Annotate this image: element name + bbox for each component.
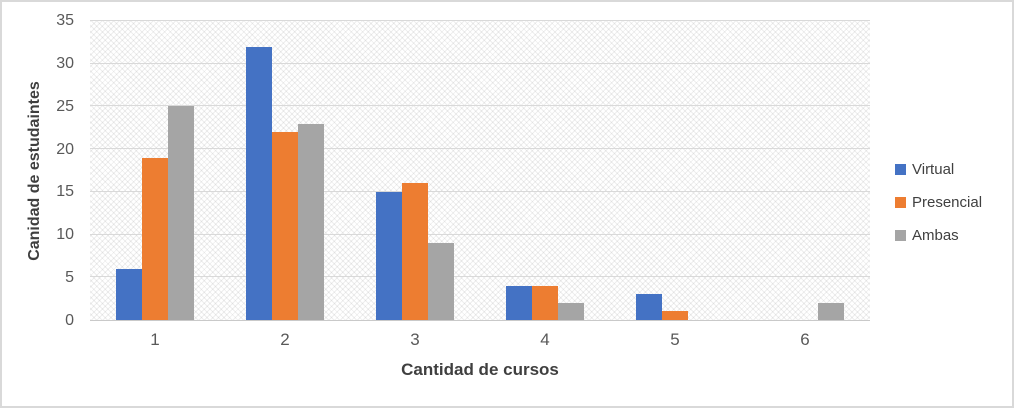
gridline-30 <box>90 62 870 64</box>
legend-swatch-presencial <box>895 196 906 208</box>
y-axis-tick-labels: 0 5 10 15 20 25 30 35 <box>2 13 82 329</box>
bar-ambas-1 <box>168 106 194 320</box>
legend-label-virtual: Virtual <box>912 160 955 178</box>
bar-group-4 <box>480 21 610 320</box>
bar-ambas-4 <box>558 302 584 320</box>
bar-ambas-3 <box>428 243 454 320</box>
legend-label-presencial: Presencial <box>912 193 983 211</box>
y-tick-label-15: 15 <box>56 183 74 201</box>
bar-presencial-4 <box>532 285 558 320</box>
legend-swatch-ambas <box>895 229 906 241</box>
bar-virtual-3 <box>376 191 402 320</box>
x-tick-label-1: 1 <box>150 330 160 349</box>
bar-presencial-2 <box>272 132 298 320</box>
gridline-5 <box>90 276 870 278</box>
y-tick-label-35: 35 <box>56 12 74 29</box>
bar-virtual-4 <box>506 285 532 320</box>
bar-groups <box>90 21 870 320</box>
x-axis-tick-labels: 1 2 3 4 5 6 <box>90 330 870 350</box>
gridline-10 <box>90 233 870 235</box>
bar-ambas-6 <box>818 302 844 320</box>
gridline-15 <box>90 190 870 192</box>
bar-presencial-1 <box>142 157 168 320</box>
legend-swatch-virtual <box>895 163 906 175</box>
gridline-35 <box>90 20 870 21</box>
y-tick-label-30: 30 <box>56 54 74 72</box>
gridline-20 <box>90 148 870 150</box>
gridline-25 <box>90 105 870 107</box>
bar-group-6 <box>740 21 870 320</box>
x-tick-label-5: 5 <box>670 330 680 349</box>
bar-virtual-2 <box>246 46 272 320</box>
x-axis-title: Cantidad de cursos <box>401 360 559 379</box>
bar-group-2 <box>220 21 350 320</box>
legend-label-ambas: Ambas <box>912 226 959 244</box>
y-tick-label-25: 25 <box>56 97 74 115</box>
y-tick-label-5: 5 <box>65 269 74 287</box>
bar-presencial-3 <box>402 183 428 320</box>
legend: Virtual Presencial Ambas <box>895 158 982 246</box>
x-tick-label-4: 4 <box>540 330 550 349</box>
legend-item-ambas: Ambas <box>895 224 982 246</box>
y-tick-label-0: 0 <box>65 312 74 329</box>
bar-virtual-1 <box>116 268 142 320</box>
bar-group-1 <box>90 21 220 320</box>
y-tick-label-20: 20 <box>56 140 74 158</box>
bar-group-3 <box>350 21 480 320</box>
gridlines <box>90 20 870 320</box>
x-tick-label-6: 6 <box>800 330 810 349</box>
bar-group-5 <box>610 21 740 320</box>
legend-item-presencial: Presencial <box>895 191 982 213</box>
x-tick-label-3: 3 <box>410 330 420 349</box>
bar-presencial-5 <box>662 311 688 320</box>
bar-virtual-5 <box>636 294 662 320</box>
bar-ambas-2 <box>298 123 324 320</box>
y-tick-label-10: 10 <box>56 226 74 244</box>
x-tick-label-2: 2 <box>280 330 290 349</box>
legend-item-virtual: Virtual <box>895 158 982 180</box>
plot-area <box>90 20 870 321</box>
